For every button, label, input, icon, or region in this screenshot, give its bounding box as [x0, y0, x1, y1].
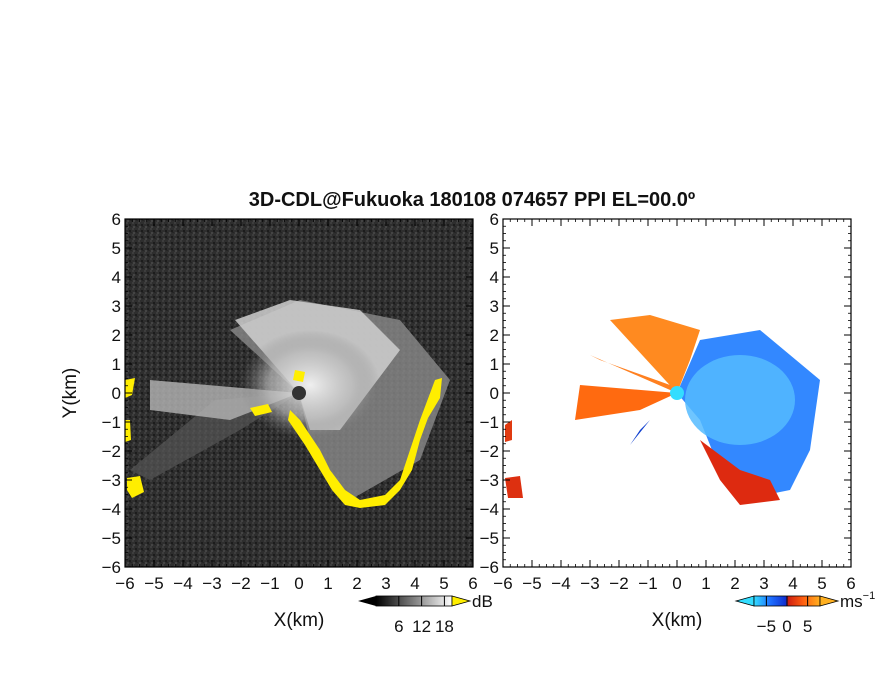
colorbar-extend-low: [358, 596, 376, 606]
colorbar-tick-label: 18: [435, 617, 454, 636]
y-tick-label: 0: [490, 384, 499, 403]
chart-title: 3D-CDL@Fukuoka 180108 074657 PPI EL=00.0…: [249, 189, 695, 211]
colorbar-tick-label: 12: [412, 617, 431, 636]
x-tick-label: 6: [846, 574, 855, 593]
y-axis-ticks: 6 5 4 3 2 1 0 −1 −2 −3 −4 −5 −6: [480, 210, 851, 577]
y-tick-label: 5: [490, 239, 499, 258]
x-tick-label: 0: [672, 574, 681, 593]
velocity-colorbar: ms−1 −5 0 5: [734, 590, 875, 636]
y-tick-label: 4: [112, 268, 121, 287]
y-axis-label: Y(km): [60, 368, 81, 419]
y-tick-label: −6: [480, 558, 499, 577]
x-axis-ticks: −6 −5 −4 −3 −2 −1 0 1 2 3 4 5 6: [115, 219, 478, 593]
x-tick-label: 5: [439, 574, 448, 593]
x-tick-label: −3: [202, 574, 221, 593]
y-axis-ticks: 6 5 4 3 2 1 0 −1 −2 −3 −4 −5 −6: [102, 210, 473, 577]
colorbar-tick-label: 5: [803, 617, 812, 636]
y-tick-label: 3: [112, 297, 121, 316]
x-tick-label: −5: [522, 574, 541, 593]
x-tick-label: 3: [759, 574, 768, 593]
x-axis-ticks: −6 −5 −4 −3 −2 −1 0 1 2 3 4 5 6: [493, 219, 856, 593]
y-tick-label: 6: [490, 210, 499, 229]
x-tick-label: 3: [381, 574, 390, 593]
x-tick-label: 4: [410, 574, 419, 593]
y-tick-label: −3: [480, 471, 499, 490]
x-tick-label: −4: [551, 574, 570, 593]
y-tick-label: 1: [112, 355, 121, 374]
x-tick-label: −1: [638, 574, 657, 593]
x-tick-label: −6: [115, 574, 134, 593]
reflectivity-image: [125, 219, 473, 567]
x-tick-label: 5: [817, 574, 826, 593]
colorbar-unit: dB: [472, 592, 493, 611]
y-tick-label: −1: [480, 413, 499, 432]
x-tick-label: 1: [701, 574, 710, 593]
colorbar-ticks: −5 0 5: [757, 596, 812, 636]
y-tick-label: −2: [480, 442, 499, 461]
y-tick-label: 5: [112, 239, 121, 258]
x-tick-label: −1: [260, 574, 279, 593]
y-tick-label: −1: [102, 413, 121, 432]
reflectivity-colorbar: dB 6 12 18: [358, 592, 493, 636]
y-tick-label: 3: [490, 297, 499, 316]
x-axis-label: X(km): [274, 610, 325, 631]
colorbar-ticks: 6 12 18: [394, 596, 454, 636]
colorbar-extend-low: [734, 595, 755, 607]
x-tick-label: −6: [493, 574, 512, 593]
x-tick-label: 6: [468, 574, 477, 593]
colorbar-tick-label: 0: [782, 617, 791, 636]
y-tick-label: 1: [490, 355, 499, 374]
x-tick-label: −4: [173, 574, 192, 593]
y-tick-label: −6: [102, 558, 121, 577]
y-tick-label: 4: [490, 268, 499, 287]
x-tick-label: 2: [730, 574, 739, 593]
colorbar-tick-label: −5: [757, 617, 776, 636]
y-tick-label: 2: [112, 326, 121, 345]
x-axis-label: X(km): [652, 610, 703, 631]
y-tick-label: −2: [102, 442, 121, 461]
x-tick-label: 0: [294, 574, 303, 593]
x-tick-label: −5: [144, 574, 163, 593]
y-tick-label: 0: [112, 384, 121, 403]
x-tick-label: −2: [231, 574, 250, 593]
x-tick-label: 4: [788, 574, 797, 593]
colorbar-bar: [375, 595, 453, 607]
velocity-image: [503, 219, 851, 567]
colorbar-unit: ms−1: [840, 590, 875, 611]
y-tick-label: −4: [102, 500, 121, 519]
y-tick-label: −3: [102, 471, 121, 490]
y-tick-label: −4: [480, 500, 499, 519]
y-tick-label: 2: [490, 326, 499, 345]
colorbar-extend-high: [819, 595, 840, 607]
y-tick-label: 6: [112, 210, 121, 229]
velocity-panel: −6 −5 −4 −3 −2 −1 0 1 2 3 4 5 6 6 5 4 3 2 1 0 −1 −2 −3 −4 −5−6 …: [480, 210, 856, 631]
x-tick-label: −2: [609, 574, 628, 593]
colorbar-extend-high: [451, 595, 472, 607]
y-tick-label: −5: [480, 529, 499, 548]
x-tick-label: −3: [580, 574, 599, 593]
y-tick-label: −5: [102, 529, 121, 548]
colorbar-tick-label: 6: [394, 617, 403, 636]
reflectivity-panel: −6 −5 −4 −3 −2 −1 0 1 2 3 4 5 6 6 5 4 3 2 1 0 −1 −2 −3 −4 −5−6 …: [60, 210, 478, 631]
x-tick-label: 1: [323, 574, 332, 593]
x-tick-label: 2: [352, 574, 361, 593]
